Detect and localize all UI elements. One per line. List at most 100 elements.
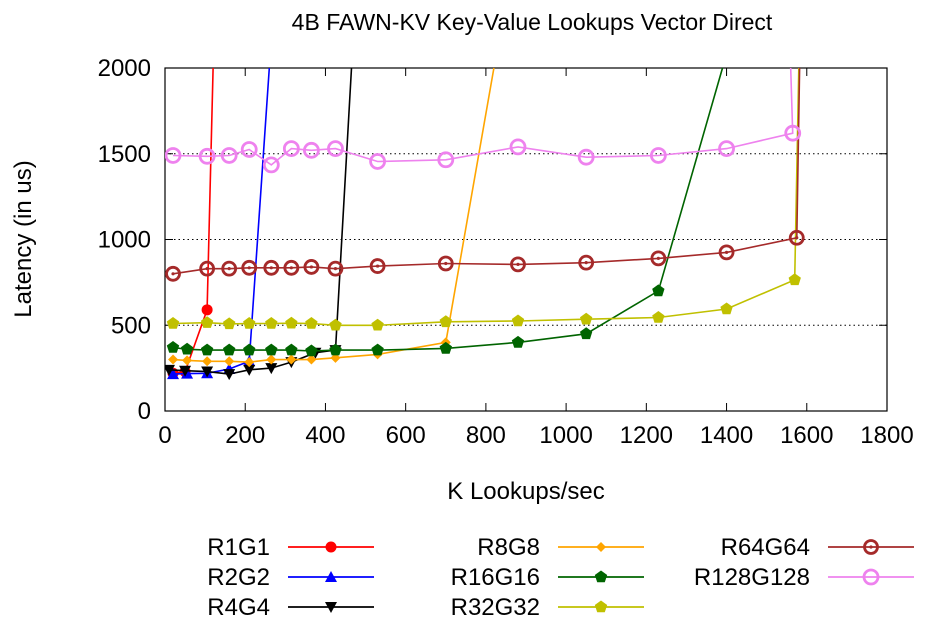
point-R16G16-12 [580, 327, 593, 340]
point-R32G32-4 [265, 317, 278, 329]
point-R64G64-10 [510, 256, 526, 273]
point-R128G128-5 [282, 140, 300, 158]
x-tick-label: 1800 [860, 422, 913, 449]
x-tick-label: 0 [158, 422, 171, 449]
point-R32G32-0 [166, 317, 180, 329]
x-tick-label: 200 [225, 422, 265, 449]
point-R128G128-6 [303, 141, 320, 159]
y-tick-labels: 0 500 1000 1500 2000 [98, 55, 151, 425]
point-R1G1-2 [201, 304, 213, 316]
point-R32G32-11 [580, 312, 593, 325]
x-tick-label: 1400 [700, 422, 753, 449]
x-tick-labels: 0 200 400 600 800 1000 1200 1400 1600 1800 [158, 422, 913, 449]
series-line-R2G2 [172, 67, 271, 375]
legend-item-R32G32: R32G32 [451, 594, 644, 621]
point-R32G32-9 [439, 315, 452, 328]
x-tick-label: 1200 [620, 422, 673, 449]
legend-item-R4G4: R4G4 [207, 594, 374, 621]
legend: R1G1 R2G2 R4G4 R8G8 R16G16 R32G32 R64G64 R128G1… [207, 534, 914, 621]
point-R2G2-0 [167, 368, 180, 380]
point-R128G128-7 [327, 140, 344, 158]
legend-marker [325, 571, 337, 582]
legend-item-R2G2: R2G2 [207, 564, 374, 591]
point-R32G32-13 [720, 302, 733, 315]
point-R64G64-11 [578, 254, 595, 271]
y-tick-label: 0 [138, 398, 151, 425]
series-R32G32 [166, 67, 801, 331]
point-R128G128-0 [165, 147, 182, 164]
point-R64G64-9 [437, 255, 454, 272]
series-R128G128 [165, 67, 802, 174]
point-R64G64-3 [241, 259, 258, 276]
point-R128G128-11 [577, 148, 595, 166]
series-line-R64G64 [172, 67, 801, 275]
point-R4G4-5 [265, 363, 278, 375]
point-R4G4-2 [201, 366, 214, 378]
legend-item-R1G1: R1G1 [207, 534, 374, 561]
point-R16G16-10 [439, 341, 452, 354]
point-R16G16-7 [305, 344, 318, 357]
point-R64G64-0 [165, 265, 181, 282]
point-R32G32-8 [371, 318, 384, 331]
point-R16G16-4 [243, 343, 256, 356]
legend-item-R64G64: R64G64 [721, 534, 914, 561]
point-R128G128-13 [718, 140, 735, 158]
legend-marker [594, 570, 608, 583]
point-R128G128-2 [220, 147, 238, 164]
point-R128G128-9 [437, 151, 455, 169]
point-R64G64-1 [199, 260, 216, 277]
legend-marker [325, 602, 337, 613]
point-R128G128-1 [198, 147, 216, 165]
point-R8G8-6 [286, 354, 297, 365]
point-R32G32-1 [200, 316, 214, 328]
point-R128G128-14 [784, 124, 802, 142]
legend-marker [325, 541, 337, 553]
series-line-R128G128 [172, 67, 794, 166]
x-tick-label: 600 [386, 422, 426, 449]
series-R1G1 [167, 67, 214, 379]
x-axis-label: K Lookups/sec [447, 478, 604, 505]
point-R32G32-14 [788, 273, 801, 286]
series-line-R16G16 [172, 67, 724, 352]
point-R8G8-1 [182, 355, 193, 366]
x-tick-label: 800 [466, 422, 506, 449]
legend-item-R8G8: R8G8 [477, 534, 644, 561]
point-R64G64-2 [221, 260, 238, 277]
point-R16G16-13 [652, 284, 665, 297]
point-R64G64-7 [327, 260, 344, 277]
point-R32G32-6 [305, 317, 318, 329]
legend-label: R2G2 [207, 564, 270, 591]
legend-label: R16G16 [451, 564, 540, 591]
point-R128G128-8 [369, 153, 386, 170]
x-tick-label: 400 [305, 422, 345, 449]
series-R2G2 [167, 67, 271, 380]
y-axis-label: Latency (in us) [10, 160, 37, 317]
legend-label: R4G4 [207, 594, 270, 621]
point-R4G4-4 [243, 364, 256, 376]
point-R64G64-5 [283, 259, 300, 276]
series-R4G4 [165, 67, 353, 381]
point-R32G32-3 [243, 317, 256, 329]
chart-title: 4B FAWN-KV Key-Value Lookups Vector Dire… [292, 9, 773, 35]
point-R8G8-7 [306, 354, 317, 365]
point-R16G16-6 [285, 343, 298, 356]
point-R16G16-5 [265, 343, 278, 356]
point-R128G128-4 [262, 156, 280, 174]
point-R16G16-0 [166, 341, 180, 353]
point-R8G8-5 [266, 354, 277, 365]
point-R64G64-8 [369, 258, 386, 274]
series-line-R1G1 [172, 67, 214, 375]
series-R16G16 [166, 67, 724, 357]
point-R128G128-12 [649, 147, 667, 164]
legend-marker [862, 568, 880, 586]
point-R32G32-10 [511, 314, 525, 327]
point-R16G16-8 [329, 343, 342, 356]
point-R64G64-13 [718, 244, 735, 261]
point-R64G64-6 [303, 259, 320, 275]
point-R32G32-2 [223, 317, 236, 330]
point-R16G16-1 [180, 342, 194, 355]
point-R64G64-14 [788, 229, 805, 246]
series-layer [165, 67, 805, 381]
point-R2G2-1 [181, 367, 194, 379]
